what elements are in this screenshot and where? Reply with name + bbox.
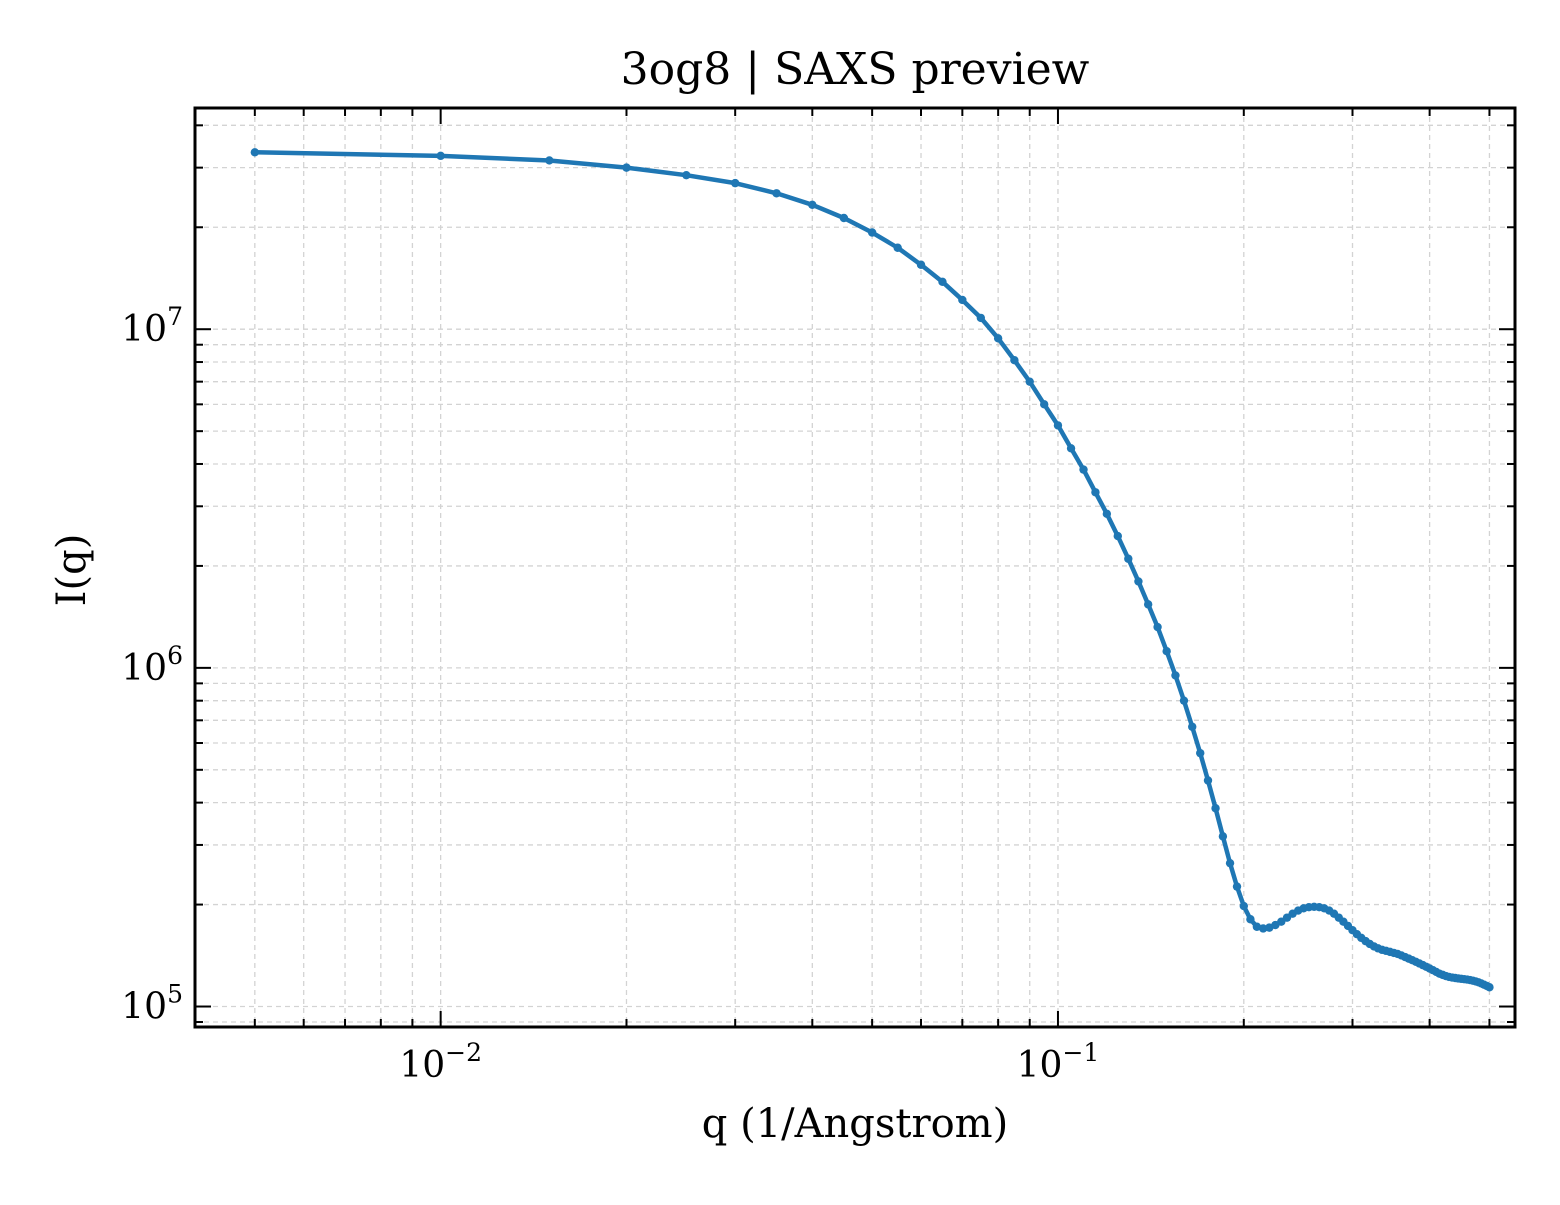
data-point bbox=[916, 260, 926, 269]
data-point bbox=[1485, 983, 1494, 992]
y-tick-label: 105 bbox=[121, 980, 183, 1028]
data-point bbox=[1196, 748, 1205, 758]
x-tick-label: 10−2 bbox=[399, 1038, 482, 1086]
data-point bbox=[867, 228, 877, 237]
x-tick-label: 10−1 bbox=[1017, 1038, 1100, 1086]
y-tick-label: 107 bbox=[121, 302, 183, 350]
axes: 10−2 10−1 105 106 107 bbox=[121, 106, 1517, 1086]
data-point bbox=[1179, 696, 1189, 705]
grid bbox=[194, 108, 1515, 1027]
data-point bbox=[1188, 722, 1197, 731]
data-point bbox=[958, 295, 967, 305]
data-point bbox=[1225, 858, 1235, 868]
data-point bbox=[1232, 882, 1242, 891]
data-point bbox=[772, 189, 781, 198]
data-point bbox=[1246, 915, 1255, 924]
data-point bbox=[938, 277, 947, 287]
data-point bbox=[1066, 444, 1076, 453]
data-point bbox=[1218, 832, 1228, 841]
data-point bbox=[1010, 356, 1019, 365]
data-point bbox=[1113, 531, 1122, 541]
data-point bbox=[976, 313, 986, 323]
data-point bbox=[1211, 804, 1220, 813]
data-point bbox=[993, 334, 1003, 343]
chart-title: 3og8 | SAXS preview bbox=[621, 44, 1090, 95]
data-point bbox=[839, 213, 849, 223]
y-tick-label: 106 bbox=[121, 641, 183, 689]
data-point bbox=[1040, 400, 1049, 409]
data-point bbox=[622, 163, 631, 172]
data-point bbox=[1025, 377, 1034, 386]
data-point bbox=[250, 148, 260, 157]
data-point bbox=[1091, 488, 1100, 497]
data-point bbox=[436, 151, 445, 161]
x-axis-label: q (1/Angstrom) bbox=[702, 1101, 1008, 1147]
data-point bbox=[808, 200, 817, 210]
data-point bbox=[545, 156, 554, 165]
data-point bbox=[1171, 671, 1180, 680]
data-point bbox=[1153, 622, 1162, 632]
data-point bbox=[682, 170, 691, 180]
data-point bbox=[1252, 922, 1262, 931]
data-point bbox=[1124, 554, 1133, 563]
y-axis-label: I(q) bbox=[49, 534, 95, 607]
plot-frame bbox=[193, 106, 1517, 1029]
data-point bbox=[1239, 901, 1248, 911]
data-point bbox=[1258, 924, 1268, 933]
data-point bbox=[730, 178, 740, 188]
data-point bbox=[1134, 577, 1143, 586]
data-point bbox=[1053, 421, 1063, 430]
data-point bbox=[1102, 509, 1112, 519]
data-point bbox=[1143, 600, 1153, 609]
series-layer bbox=[250, 148, 1494, 992]
data-point bbox=[1162, 646, 1171, 656]
data-point bbox=[1203, 776, 1213, 785]
data-point bbox=[893, 243, 902, 252]
data-point bbox=[1079, 465, 1088, 474]
